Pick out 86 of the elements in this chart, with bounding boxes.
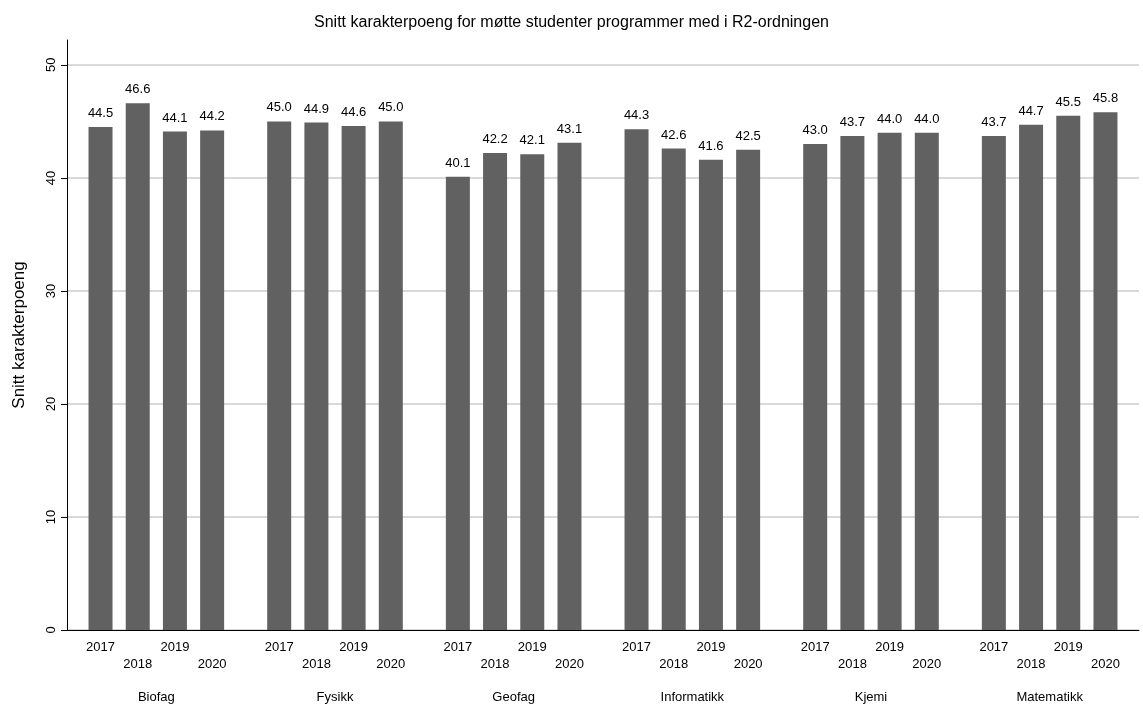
data-label: 44.9 [303,100,330,116]
y-tick-label: 40 [43,170,58,186]
series-label: 2019 [696,639,726,654]
bar [125,103,150,630]
bar [1056,115,1081,630]
data-label: 44.2 [199,108,225,124]
x-tick-label: Fysikk [316,689,354,704]
bar [840,136,865,630]
bar [736,149,761,630]
x-tick-label: Biofag [137,689,175,704]
bar [88,127,113,630]
bar [698,159,723,630]
data-label: 44.1 [162,109,188,125]
text: 2020 [733,656,763,671]
data-label: 44.3 [623,107,650,123]
data-label: 44.5 [87,105,114,121]
text: 2019 [875,639,905,654]
bar [304,122,329,630]
text: 2018 [480,656,510,671]
text: 2019 [160,639,190,654]
bar [483,153,508,630]
text: 2019 [517,639,547,654]
data-label: 43.7 [981,114,1007,130]
text: 2018 [123,656,153,671]
text: 2017 [979,639,1009,654]
text: 2020 [912,656,942,671]
bar [341,125,366,630]
data-label: 42.2 [482,131,508,147]
data-label: 42.6 [661,126,687,142]
text: 2020 [1091,656,1120,671]
bar [200,130,225,630]
bar [445,176,470,630]
y-tick-label: 0 [43,626,58,634]
bar [914,132,939,630]
data-label: 45.0 [266,99,292,115]
text: 2017 [86,639,115,654]
data-label: 46.6 [125,81,151,97]
bar [661,148,686,630]
text: 2020 [376,656,406,671]
data-label: 43.1 [556,120,583,136]
bar [1019,124,1044,630]
series-label: 2017 [622,639,651,654]
text: 2019 [339,639,369,654]
data-label: 44.6 [340,103,367,119]
y-tick-label: 30 [43,283,58,299]
data-label: 40.1 [445,154,471,170]
text: 2020 [555,656,584,671]
data-label: 43.7 [839,114,866,130]
text: 2018 [837,656,867,671]
bar [981,136,1006,630]
bar [520,154,545,630]
data-label: 44.0 [914,110,940,126]
y-tick-label: 50 [43,57,58,73]
y-tick-label: 20 [43,396,58,412]
y-axis-title: Snitt karakterpoeng [9,261,28,409]
bar [162,131,187,630]
chart-title: Snitt karakterpoeng for møtte studenter programmer med i R2-ordningen [314,12,829,30]
data-label: 44.0 [876,110,903,126]
bar [624,129,649,630]
data-label: 45.5 [1055,93,1081,109]
data-label: 45.0 [378,99,404,115]
text: 2017 [800,639,830,654]
data-label: 43.0 [802,121,828,137]
text: 2020 [197,656,227,671]
bar [378,121,403,630]
text: 2018 [301,656,331,671]
y-tick-label: 10 [43,509,58,525]
data-label: 45.8 [1092,90,1119,106]
bar [267,121,292,630]
text: 2018 [659,656,689,671]
data-label: 41.6 [698,137,724,153]
data-label: 42.1 [519,132,545,148]
text: 2019 [1053,639,1083,654]
x-tick-label: Informatikk [660,689,725,704]
text: 2017 [264,639,294,654]
bar [557,142,582,630]
data-label: 42.5 [735,127,761,143]
x-tick-label: Matematikk [1016,689,1084,704]
text: 2017 [443,639,473,654]
data-label: 44.7 [1018,102,1044,118]
bar [1093,112,1118,630]
x-tick-label: Kjemi [854,689,888,704]
text: 2018 [1016,656,1046,671]
bar [877,132,902,630]
bar [803,143,828,630]
x-tick-label: Geofag [492,689,535,704]
